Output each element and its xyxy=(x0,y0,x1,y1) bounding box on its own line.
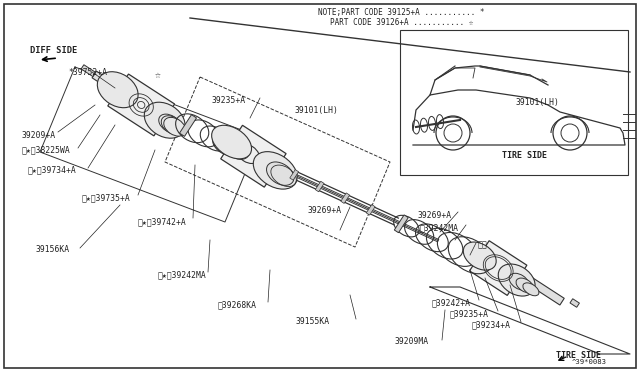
Ellipse shape xyxy=(266,162,294,185)
Text: ※★※39734+A: ※★※39734+A xyxy=(28,166,77,174)
Text: 39209MA: 39209MA xyxy=(395,337,429,346)
Polygon shape xyxy=(81,65,95,77)
Text: NOTE;PART CODE 39125+A ........... *: NOTE;PART CODE 39125+A ........... * xyxy=(318,7,484,16)
Text: ※★※39735+A: ※★※39735+A xyxy=(82,193,131,202)
Text: ※39235+A: ※39235+A xyxy=(450,310,489,318)
Polygon shape xyxy=(514,268,564,305)
Text: *39752+A: *39752+A xyxy=(68,67,107,77)
Polygon shape xyxy=(221,125,286,187)
Polygon shape xyxy=(470,241,527,295)
Text: ※39242+A: ※39242+A xyxy=(432,298,471,308)
Ellipse shape xyxy=(159,114,180,133)
Polygon shape xyxy=(316,181,324,192)
Text: ※★※39742+A: ※★※39742+A xyxy=(138,218,187,227)
Ellipse shape xyxy=(164,118,186,136)
Polygon shape xyxy=(92,71,115,90)
Text: 39269+A: 39269+A xyxy=(308,205,342,215)
Text: 39209+A: 39209+A xyxy=(22,131,56,140)
Bar xyxy=(400,30,628,175)
Text: ※★※39242MA: ※★※39242MA xyxy=(158,270,207,279)
Text: ^39*0083: ^39*0083 xyxy=(572,359,607,365)
Text: TIRE SIDE: TIRE SIDE xyxy=(556,350,601,359)
Text: ※※: ※※ xyxy=(478,241,488,250)
Text: 39269+A: 39269+A xyxy=(418,211,452,219)
Text: DIFF SIDE: DIFF SIDE xyxy=(30,45,77,55)
Ellipse shape xyxy=(144,102,185,138)
Polygon shape xyxy=(108,74,175,136)
Text: 39101(LH): 39101(LH) xyxy=(516,97,560,106)
Ellipse shape xyxy=(516,278,534,293)
Ellipse shape xyxy=(498,264,535,296)
Text: 39156KA: 39156KA xyxy=(36,246,70,254)
Polygon shape xyxy=(394,215,408,233)
Ellipse shape xyxy=(161,116,183,135)
Text: ※★※38225WA: ※★※38225WA xyxy=(22,145,71,154)
Polygon shape xyxy=(366,205,375,215)
Ellipse shape xyxy=(463,242,496,270)
Ellipse shape xyxy=(523,283,539,296)
Text: ※39234+A: ※39234+A xyxy=(472,321,511,330)
Ellipse shape xyxy=(212,125,252,159)
Text: ※39242MA: ※39242MA xyxy=(420,224,459,232)
Polygon shape xyxy=(340,193,349,203)
Polygon shape xyxy=(570,299,579,307)
Text: 39235+A: 39235+A xyxy=(212,96,246,105)
Text: 39101(LH): 39101(LH) xyxy=(295,106,339,115)
Polygon shape xyxy=(179,115,196,137)
Text: TIRE SIDE: TIRE SIDE xyxy=(502,151,547,160)
Ellipse shape xyxy=(509,273,529,290)
Ellipse shape xyxy=(253,152,297,189)
Ellipse shape xyxy=(97,72,138,108)
Text: ※39268KA: ※39268KA xyxy=(218,301,257,310)
Text: PART CODE 39126+A ........... ☆: PART CODE 39126+A ........... ☆ xyxy=(330,17,474,26)
Polygon shape xyxy=(290,170,299,180)
Text: 39155KA: 39155KA xyxy=(296,317,330,327)
Text: ☆: ☆ xyxy=(155,70,161,80)
